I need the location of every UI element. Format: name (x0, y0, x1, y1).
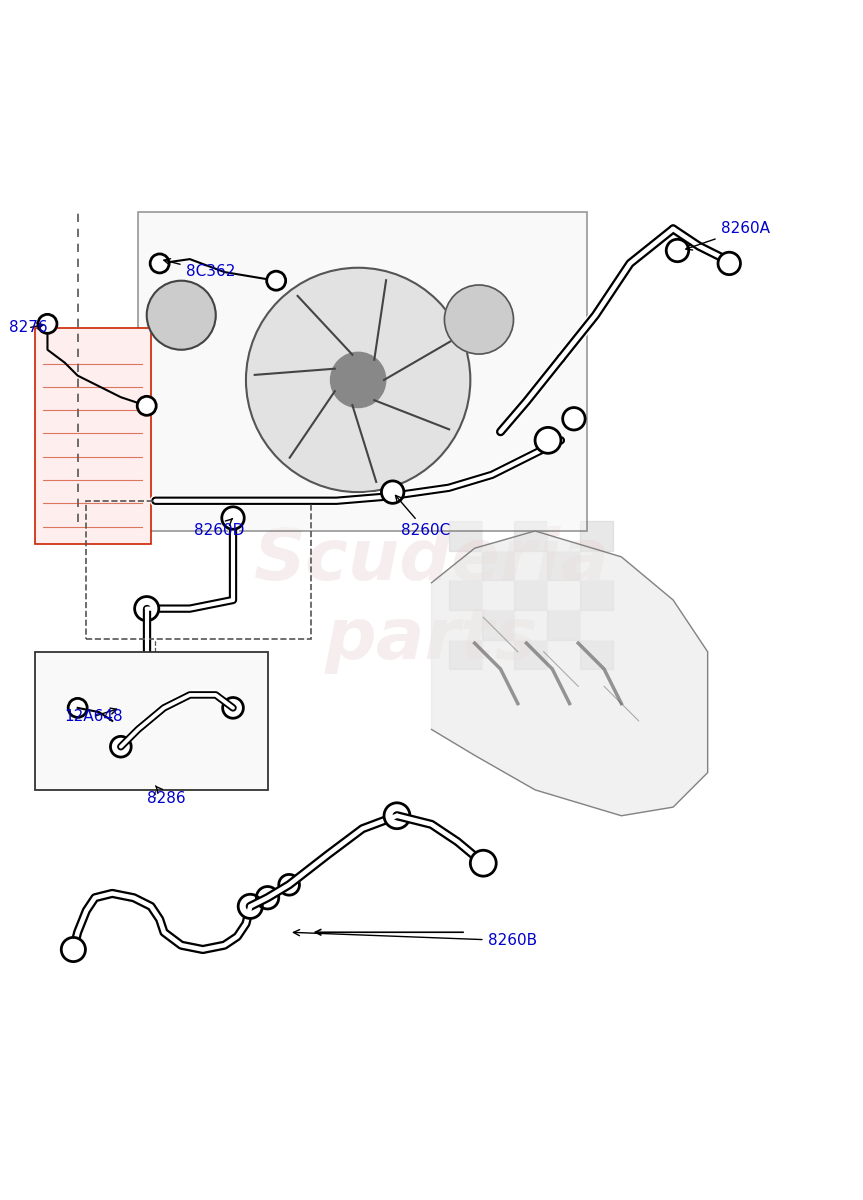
Circle shape (238, 894, 262, 918)
Text: 12A648: 12A648 (65, 708, 123, 724)
Bar (482, 551, 514, 581)
Bar (580, 640, 613, 670)
Text: 8260B: 8260B (293, 930, 537, 948)
Bar (580, 551, 613, 581)
FancyBboxPatch shape (138, 211, 587, 530)
Bar (449, 551, 482, 581)
Circle shape (535, 427, 561, 454)
Bar (580, 581, 613, 610)
Text: 8260C: 8260C (395, 496, 450, 539)
Circle shape (61, 937, 85, 961)
Text: 8260D: 8260D (194, 518, 244, 539)
Bar (547, 640, 580, 670)
Bar (482, 581, 514, 610)
Bar (449, 640, 482, 670)
Bar (514, 522, 547, 551)
FancyBboxPatch shape (35, 328, 151, 544)
Bar (514, 581, 547, 610)
Text: Scuderia
parts: Scuderia parts (254, 526, 609, 674)
Text: 8276: 8276 (9, 320, 47, 336)
Bar (86, 500, 311, 638)
Bar (514, 640, 547, 670)
Circle shape (222, 506, 244, 529)
Bar (482, 610, 514, 640)
Bar (514, 610, 547, 640)
Bar (547, 522, 580, 551)
Polygon shape (432, 530, 708, 816)
Circle shape (381, 481, 404, 503)
Circle shape (444, 286, 513, 354)
Bar (449, 610, 482, 640)
Circle shape (384, 803, 410, 829)
Circle shape (718, 252, 740, 275)
Circle shape (147, 281, 216, 349)
Circle shape (267, 271, 286, 290)
Circle shape (256, 887, 279, 908)
Bar (449, 522, 482, 551)
Circle shape (68, 698, 87, 718)
Bar (547, 610, 580, 640)
Bar (547, 581, 580, 610)
Text: 8C362: 8C362 (164, 259, 235, 280)
Circle shape (150, 254, 169, 272)
Text: 8260A: 8260A (686, 221, 770, 250)
Text: 8286: 8286 (147, 786, 186, 806)
Circle shape (666, 239, 689, 262)
Bar (547, 551, 580, 581)
Bar (482, 522, 514, 551)
Bar (449, 581, 482, 610)
Circle shape (279, 875, 299, 895)
Bar (580, 522, 613, 551)
Bar (482, 640, 514, 670)
Circle shape (246, 268, 470, 492)
Circle shape (137, 396, 156, 415)
Circle shape (470, 851, 496, 876)
Circle shape (223, 697, 243, 719)
Circle shape (331, 353, 386, 408)
Circle shape (38, 314, 57, 334)
Circle shape (135, 596, 159, 620)
Bar (514, 551, 547, 581)
Circle shape (563, 408, 585, 430)
Bar (580, 610, 613, 640)
Circle shape (110, 737, 131, 757)
FancyBboxPatch shape (35, 652, 268, 790)
